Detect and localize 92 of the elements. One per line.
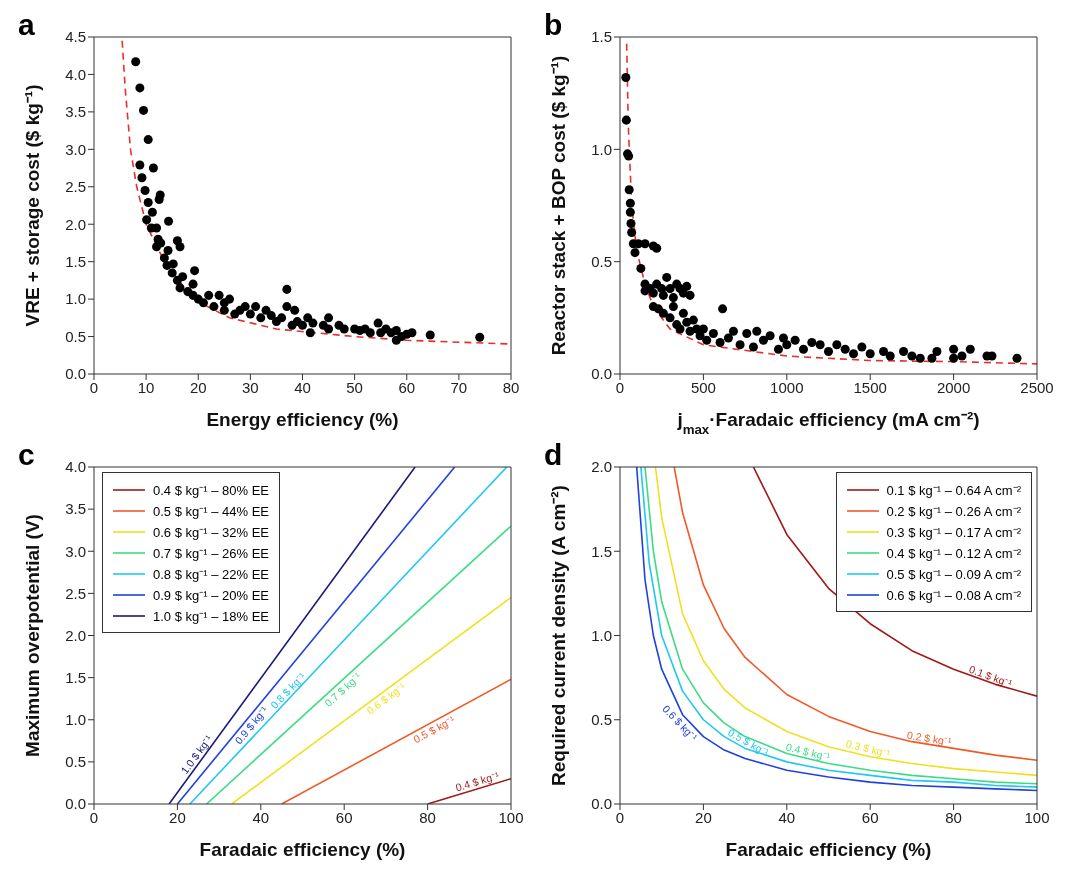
y-axis-title: Maximum overpotential (V) [21, 514, 43, 757]
y-tick-label: 1.5 [591, 542, 612, 560]
annotation: 0.4 $ kg⁻¹ [784, 740, 832, 763]
legend-label: 1.0 $ kg⁻¹ – 18% EE [153, 607, 270, 625]
x-tick-label: 50 [346, 378, 363, 396]
y-tick-label: 1.0 [591, 140, 612, 158]
y-tick-label: 0.0 [65, 365, 86, 383]
x-tick-label: 500 [690, 378, 716, 396]
x-tick-label: 20 [695, 808, 712, 826]
annotation: 0.6 $ kg⁻¹ [660, 702, 701, 744]
annotation: 0.7 $ kg⁻¹ [322, 669, 364, 710]
x-tick-label: 60 [861, 808, 879, 826]
y-tick-label: 3.0 [65, 140, 86, 158]
y-tick-label: 2.5 [65, 584, 86, 602]
annotation: 0.6 $ kg⁻¹ [364, 679, 408, 717]
x-tick-label: 40 [778, 808, 796, 826]
x-tick-label: 1500 [853, 378, 887, 396]
x-tick-label: 40 [252, 808, 270, 826]
legend-label: 0.2 $ kg⁻¹ – 0.26 A cm⁻² [886, 502, 1021, 520]
chart-title: b [544, 8, 563, 42]
annotation: 0.8 $ kg⁻¹ [268, 669, 308, 711]
y-tick-label: 0.0 [591, 365, 612, 383]
chart-title: a [18, 8, 35, 42]
y-tick-label: 1.5 [65, 252, 86, 270]
annotation: 0.5 $ kg⁻¹ [726, 726, 772, 759]
y-axis-title: VRE + storage cost ($ kg⁻¹) [21, 84, 43, 327]
y-tick-label: 2.0 [65, 626, 86, 644]
legend-label: 0.4 $ kg⁻¹ – 0.12 A cm⁻² [886, 544, 1021, 562]
x-axis-title: Faradaic efficiency (%) [725, 839, 932, 860]
x-tick-label: 40 [294, 378, 311, 396]
x-tick-label: 0 [89, 808, 99, 826]
y-tick-label: 0.5 [65, 327, 86, 345]
x-tick-label: 0 [89, 378, 99, 396]
y-tick-label: 2.0 [65, 215, 86, 233]
y-tick-label: 0.5 [591, 252, 612, 270]
x-tick-label: 80 [945, 808, 962, 826]
x-tick-label: 0 [615, 378, 625, 396]
y-tick-label: 3.5 [65, 103, 86, 121]
x-tick-label: 100 [1024, 808, 1050, 826]
annotation: 0.3 $ kg⁻¹ [844, 737, 892, 760]
legend-label: 0.3 $ kg⁻¹ – 0.17 A cm⁻² [886, 523, 1021, 541]
x-tick-label: 1000 [770, 378, 804, 396]
legend-label: 0.4 $ kg⁻¹ – 80% EE [153, 481, 270, 499]
y-tick-label: 0.5 [591, 711, 612, 729]
x-tick-label: 2500 [1020, 378, 1054, 396]
y-tick-label: 3.0 [65, 542, 86, 560]
legend-label: 0.5 $ kg⁻¹ – 0.09 A cm⁻² [886, 565, 1021, 583]
x-tick-label: 60 [398, 378, 416, 396]
legend-label: 0.1 $ kg⁻¹ – 0.64 A cm⁻² [886, 481, 1021, 499]
y-tick-label: 0.5 [65, 753, 86, 771]
x-axis-title: Faradaic efficiency (%) [199, 839, 406, 860]
x-tick-label: 0 [615, 808, 625, 826]
chart-title: d [544, 438, 563, 472]
x-tick-label: 30 [242, 378, 259, 396]
x-tick-label: 10 [137, 378, 155, 396]
x-tick-label: 2000 [936, 378, 971, 396]
y-tick-label: 0.0 [591, 795, 612, 813]
y-tick-label: 1.0 [65, 711, 86, 729]
legend-label: 0.7 $ kg⁻¹ – 26% EE [153, 544, 270, 562]
y-tick-label: 0.0 [65, 795, 86, 813]
y-tick-label: 1.0 [65, 290, 86, 308]
y-tick-label: 4.0 [65, 458, 86, 476]
x-tick-label: 20 [169, 808, 186, 826]
annotation: 0.9 $ kg⁻¹ [232, 703, 271, 747]
x-tick-label: 80 [419, 808, 436, 826]
legend-label: 0.6 $ kg⁻¹ – 32% EE [153, 523, 270, 541]
y-axis-title: Required current density (A cm⁻²) [547, 485, 569, 786]
annotation: 0.2 $ kg⁻¹ [906, 728, 953, 748]
x-tick-label: 70 [450, 378, 468, 396]
y-tick-label: 4.5 [65, 28, 86, 46]
x-tick-label: 80 [502, 378, 520, 396]
x-tick-label: 100 [498, 808, 524, 826]
legend-label: 0.9 $ kg⁻¹ – 20% EE [153, 586, 270, 604]
y-tick-label: 1.5 [591, 28, 612, 46]
y-axis-title: Reactor stack + BOP cost ($ kg⁻¹) [547, 55, 569, 356]
y-tick-label: 2.5 [65, 178, 86, 196]
line-series [752, 467, 1037, 697]
annotation: 0.4 $ kg⁻¹ [454, 768, 501, 794]
chart-title: c [18, 438, 35, 472]
y-tick-label: 1.5 [65, 668, 86, 686]
annotation: 0.5 $ kg⁻¹ [411, 713, 457, 746]
x-tick-label: 60 [335, 808, 353, 826]
x-axis-title: Energy efficiency (%) [206, 409, 399, 430]
x-axis-title: j$_{max}$·Faradaic efficiency (mA cm⁻²) [676, 409, 980, 437]
y-tick-label: 3.5 [65, 500, 86, 518]
legend-label: 0.6 $ kg⁻¹ – 0.08 A cm⁻² [886, 586, 1021, 604]
x-tick-label: 20 [189, 378, 207, 396]
legend-label: 0.5 $ kg⁻¹ – 44% EE [153, 502, 270, 520]
y-tick-label: 4.0 [65, 65, 86, 83]
y-tick-label: 1.0 [591, 626, 612, 644]
legend-label: 0.8 $ kg⁻¹ – 22% EE [153, 565, 270, 583]
y-tick-label: 2.0 [591, 458, 612, 476]
